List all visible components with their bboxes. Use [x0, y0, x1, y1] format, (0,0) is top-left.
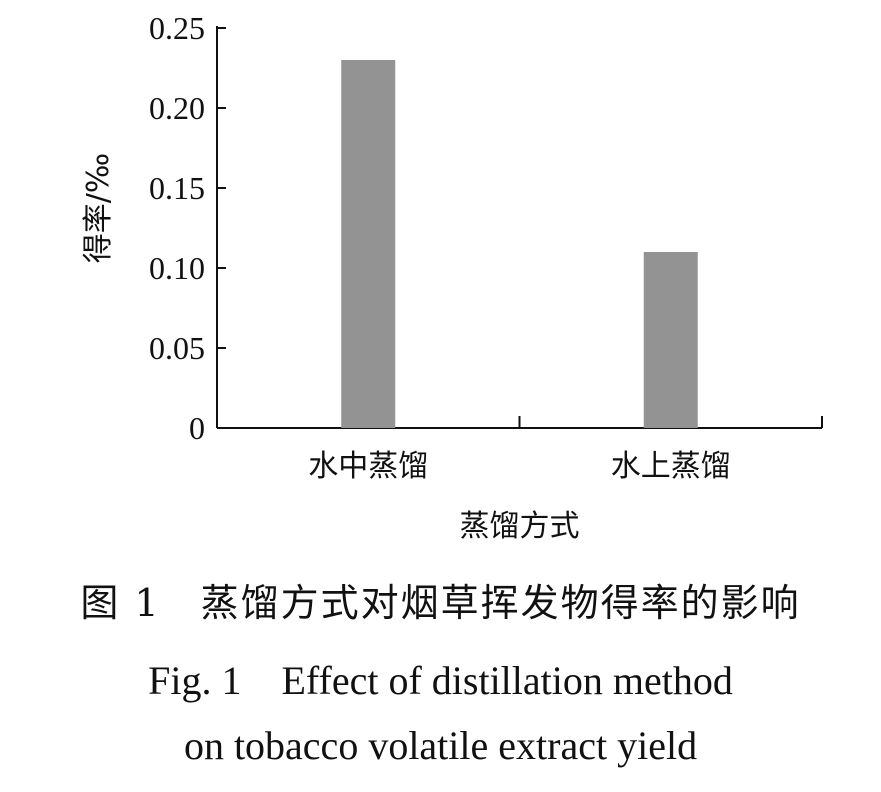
figure-caption-chinese: 图 1 蒸馏方式对烟草挥发物得率的影响 — [80, 581, 801, 625]
figure-caption-english-line-2: on tobacco volatile extract yield — [183, 723, 698, 768]
y-tick-label: 0.10 — [149, 250, 205, 286]
y-tick-label: 0.05 — [149, 330, 205, 366]
bar-1 — [341, 60, 396, 428]
x-axis-title: 蒸馏方式 — [460, 509, 580, 544]
bar-2 — [643, 252, 698, 428]
y-tick-label: 0.15 — [149, 170, 205, 206]
y-axis-title: 得率/‰ — [81, 153, 116, 263]
figure-caption-english-line-1: Fig. 1 Effect of distillation method — [148, 658, 733, 703]
x-category-label: 水中蒸馏 — [308, 449, 428, 484]
y-tick-label: 0.20 — [149, 90, 205, 126]
x-category-label: 水上蒸馏 — [611, 449, 731, 484]
y-tick-label: 0 — [189, 410, 205, 446]
y-tick-label: 0.25 — [149, 10, 205, 46]
